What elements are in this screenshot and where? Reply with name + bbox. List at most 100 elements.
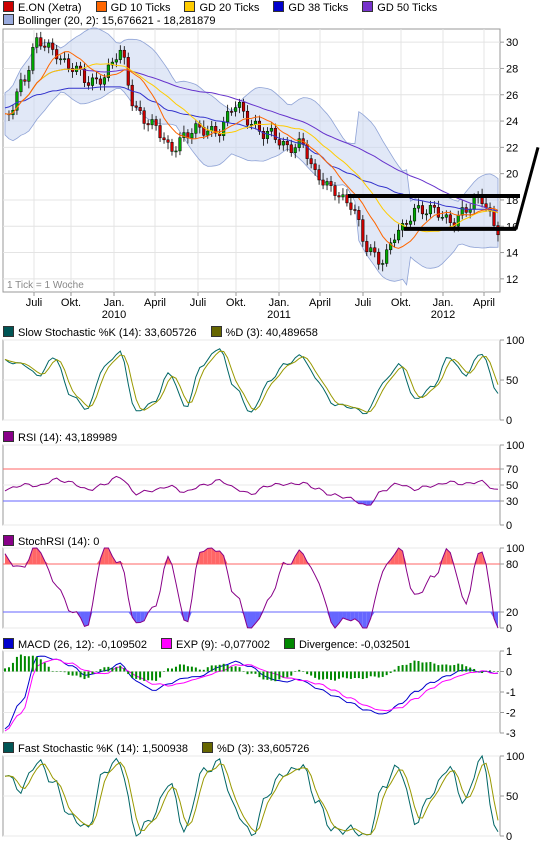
divergence-bar bbox=[159, 671, 162, 678]
divergence-bar bbox=[405, 664, 408, 672]
divergence-bar bbox=[59, 671, 62, 672]
divergence-bar bbox=[23, 656, 26, 672]
osc-y-tick: 0 bbox=[506, 520, 512, 532]
candle-body bbox=[150, 119, 154, 126]
osc-fill bbox=[24, 559, 29, 564]
legend-item: Slow Stochastic %K (14): 33,605726 bbox=[3, 326, 197, 340]
candle-body bbox=[35, 37, 39, 48]
price-y-tick: 24 bbox=[506, 116, 518, 128]
divergence-bar bbox=[234, 666, 237, 672]
candle-body bbox=[456, 215, 460, 227]
divergence-bar bbox=[254, 671, 257, 674]
candle-body bbox=[158, 125, 162, 139]
osc-fill bbox=[32, 548, 37, 564]
legend-item: MACD (26, 12): -0,109502 bbox=[3, 638, 147, 652]
candle-body bbox=[194, 123, 198, 134]
candle-body bbox=[468, 209, 472, 213]
candle-body bbox=[19, 79, 23, 93]
osc-y-tick: 100 bbox=[506, 543, 524, 555]
divergence-bar bbox=[151, 671, 154, 681]
divergence-bar bbox=[290, 671, 293, 676]
divergence-bar bbox=[87, 671, 90, 678]
divergence-bar bbox=[449, 665, 452, 672]
divergence-bar bbox=[35, 656, 38, 672]
divergence-bar bbox=[493, 671, 496, 672]
osc-fill bbox=[239, 612, 244, 614]
osc-fill bbox=[398, 548, 403, 564]
divergence-bar bbox=[242, 671, 245, 672]
candle-body bbox=[408, 220, 413, 225]
x-tick-label: Juli bbox=[190, 297, 207, 309]
candle-body bbox=[269, 127, 273, 132]
macd-legend: MACD (26, 12): -0,109502 EXP (9): -0,0770… bbox=[3, 638, 424, 651]
x-tick-label: Okt. bbox=[391, 297, 411, 309]
divergence-bar bbox=[186, 666, 189, 672]
divergence-bar bbox=[433, 663, 436, 672]
candle-body bbox=[369, 247, 373, 252]
macd-panel: 1 0 -1 -2 -3 bbox=[2, 646, 516, 740]
osc-fill bbox=[104, 548, 109, 564]
x-year-label: 2010 bbox=[102, 309, 126, 321]
divergence-bar bbox=[266, 671, 269, 680]
candle-body bbox=[436, 207, 440, 218]
candle-body bbox=[39, 37, 43, 47]
legend-item: %D (3): 33,605726 bbox=[201, 742, 309, 756]
price-y-tick: 12 bbox=[506, 274, 518, 286]
legend-swatch bbox=[3, 14, 14, 25]
legend-swatch bbox=[3, 742, 14, 753]
candle-body bbox=[102, 77, 106, 85]
divergence-bar bbox=[286, 671, 289, 678]
candle-body bbox=[122, 49, 126, 58]
osc-fill bbox=[331, 612, 335, 628]
osc-fill bbox=[140, 612, 145, 623]
candle-body bbox=[472, 196, 476, 210]
legend-item: Bollinger (20, 2): 15,676621 - 18,281879 bbox=[3, 14, 216, 28]
breakout-line bbox=[514, 146, 540, 230]
candle-body bbox=[130, 84, 134, 107]
osc-fill bbox=[362, 501, 367, 506]
divergence-bar bbox=[353, 671, 356, 679]
candle-body bbox=[277, 139, 281, 146]
ma-50-line bbox=[4, 68, 499, 213]
divergence-bar bbox=[111, 667, 114, 672]
divergence-bar bbox=[218, 664, 221, 672]
legend-swatch bbox=[3, 431, 14, 442]
osc-fill bbox=[148, 612, 153, 613]
x-year-label: 2011 bbox=[267, 309, 291, 321]
x-tick-label: Okt. bbox=[61, 297, 81, 309]
osc-y-tick: 50 bbox=[506, 480, 518, 492]
candle-body bbox=[337, 195, 341, 198]
price-legend-row2: Bollinger (20, 2): 15,676621 - 18,281879 bbox=[3, 14, 230, 27]
osc-y-tick: 100 bbox=[506, 751, 524, 763]
divergence-bar bbox=[119, 665, 122, 672]
divergence-bar bbox=[318, 671, 321, 680]
legend-label: %D (3): 40,489658 bbox=[225, 327, 318, 339]
divergence-bar bbox=[194, 667, 197, 672]
candle-body bbox=[71, 68, 75, 72]
divergence-bar bbox=[103, 667, 106, 672]
x-tick-label: April bbox=[144, 297, 166, 309]
candle-body bbox=[293, 147, 297, 153]
legend-label: GD 10 Ticks bbox=[110, 2, 171, 14]
divergence-bar bbox=[417, 660, 420, 672]
legend-label: GD 20 Ticks bbox=[199, 2, 260, 14]
candle-body bbox=[182, 132, 186, 138]
osc-y-tick: 0 bbox=[506, 415, 512, 427]
slow-stoch-panel: 100 50 0 bbox=[2, 335, 524, 427]
candle-body bbox=[365, 241, 369, 252]
osc-fill bbox=[203, 548, 208, 564]
fast-stoch-panel: 100 50 0 bbox=[2, 751, 524, 843]
divergence-bar bbox=[139, 671, 142, 680]
bollinger-band bbox=[4, 27, 499, 286]
x-year-label: 2012 bbox=[431, 309, 455, 321]
candle-body bbox=[416, 205, 421, 209]
x-tick-label: Juli bbox=[26, 297, 43, 309]
legend-swatch bbox=[362, 1, 374, 12]
x-tick-label: April bbox=[473, 297, 495, 309]
divergence-bar bbox=[131, 671, 134, 678]
legend-item: StochRSI (14): 0 bbox=[3, 535, 99, 549]
price-y-tick: 26 bbox=[506, 90, 518, 102]
osc-fill bbox=[394, 548, 399, 564]
divergence-bar bbox=[170, 668, 173, 672]
divergence-bar bbox=[310, 671, 313, 676]
